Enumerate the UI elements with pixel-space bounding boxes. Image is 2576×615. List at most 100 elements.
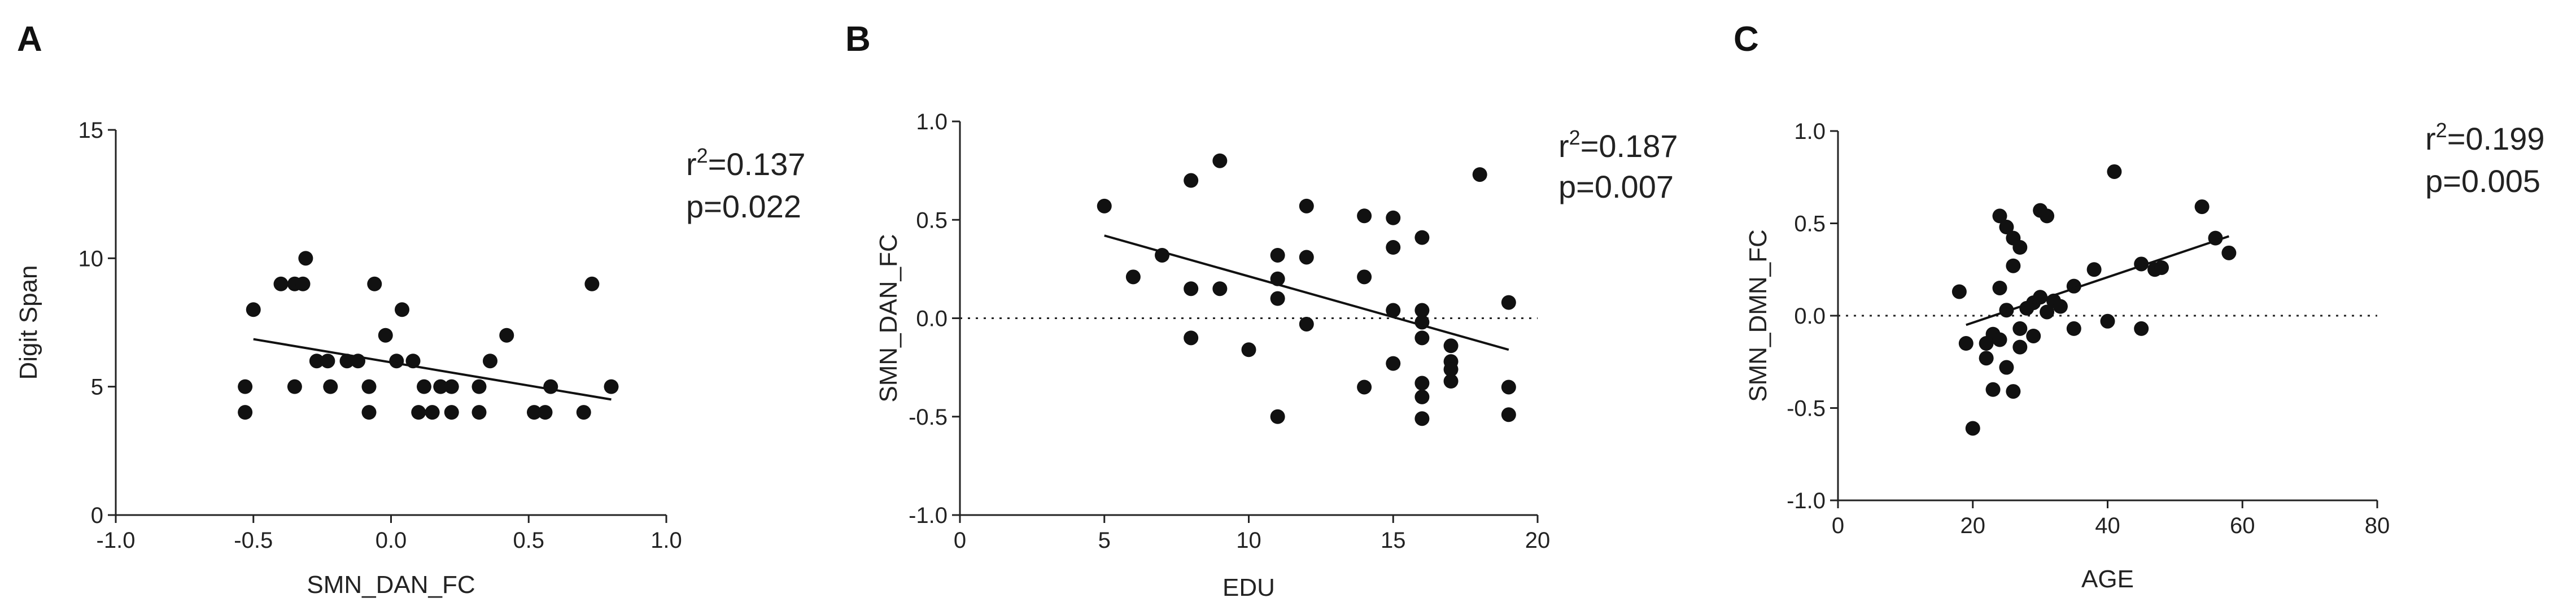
data-point [2040,208,2055,224]
data-point [1299,316,1314,332]
data-point [576,405,591,420]
data-point [1992,332,2007,347]
y-tick-label: 0.0 [1794,304,1826,329]
x-tick-label: 60 [2230,513,2255,538]
data-point [1270,291,1285,306]
y-axis-label: SMN_DMN_FC [1744,229,1772,402]
y-tick-label: -0.5 [1787,396,1826,421]
data-point [367,276,382,291]
x-tick-label: 5 [1098,528,1111,553]
data-point [1965,421,1980,436]
data-point [1979,351,1994,366]
data-point [1184,281,1199,296]
panel-b: B -1.0 -0.5 0.0 0.5 1.0 0 5 10 15 20 EDU SMN_DAN_FC… [845,0,1717,612]
y-tick-label: 15 [78,118,104,143]
data-point [604,379,619,394]
data-point [543,379,558,394]
y-tick-label: 5 [91,375,103,400]
r-squared-label: r2=0.137 [686,144,806,182]
data-point [2026,328,2041,343]
data-point [1414,376,1430,391]
data-point [1501,295,1516,310]
y-tick-label: -0.5 [909,405,948,430]
data-point [323,379,338,394]
y-tick-label: -1.0 [909,503,948,528]
regression-line [253,338,612,401]
data-point [2086,262,2102,277]
data-point [499,328,514,343]
y-tick-label: 0.5 [916,208,948,233]
data-point [1386,210,1401,225]
data-point [444,379,459,394]
data-point [1951,284,1967,299]
data-point [1999,360,2014,375]
x-tick-label: 0 [954,528,966,553]
data-point [1270,247,1285,263]
data-point [417,379,431,394]
data-point [2006,258,2021,273]
data-point [1414,330,1430,346]
y-axis-label: SMN_DAN_FC [875,234,902,402]
y-axis-label: Digit Span [15,265,42,380]
data-point [1386,303,1401,318]
data-point [2012,339,2028,355]
data-point [1270,409,1285,424]
p-value-label: p=0.022 [686,189,801,224]
data-point [2012,240,2028,255]
data-point [2107,164,2122,179]
data-point [1299,250,1314,265]
data-point [2194,199,2210,215]
data-point [2053,299,2068,314]
x-tick-label: 40 [2095,513,2120,538]
data-point [1414,411,1430,426]
data-point [444,405,459,420]
p-value-label: p=0.007 [1558,169,1674,204]
y-tick-label: -1.0 [1787,488,1826,513]
x-tick-label: 1.0 [650,528,682,553]
x-axis-label: AGE [2081,565,2134,593]
data-point [1501,380,1516,395]
data-point [2100,313,2115,329]
x-tick-label: 0 [1832,513,1844,538]
chart-c: -1.0 -0.5 0.0 0.5 1.0 0 20 40 60 80 AGE SMN_DMN_FC r… [1744,119,2545,593]
data-point [471,405,487,420]
data-point [238,405,253,420]
data-point [395,302,409,317]
data-point [1212,281,1228,296]
data-point [1212,153,1228,168]
x-axis-label: SMN_DAN_FC [307,571,475,599]
data-point [538,405,553,420]
x-tick-label: 20 [1525,528,1551,553]
data-point [433,379,448,394]
data-point [238,379,253,394]
data-point [287,379,302,394]
data-point [2006,384,2021,399]
r-squared-label: r2=0.199 [2425,119,2545,156]
data-point [2221,245,2237,260]
data-point [1992,280,2007,295]
data-point [246,302,261,317]
data-point [309,354,324,369]
data-point [1992,208,2007,224]
data-point [1357,269,1372,285]
y-tick-label: 0.0 [916,307,948,332]
panel-label-c: C [1734,20,1759,59]
data-point [2154,260,2169,275]
y-tick-label: 0 [91,503,103,528]
y-tick-label: 0.5 [1794,212,1826,237]
x-tick-label: 15 [1381,528,1406,553]
data-point [339,354,355,369]
data-point [1443,338,1459,354]
x-tick-label: 20 [1961,513,1986,538]
data-point [1501,407,1516,422]
x-tick-label: -0.5 [234,528,273,553]
data-point [295,276,311,291]
data-point [2012,321,2028,336]
data-point [1125,269,1141,285]
panel-a: A 0 5 10 15 -1.0 -0.5 0.0 0.5 1.0 SMN_DAN_FC Digit… [0,0,847,612]
p-value-label: p=0.005 [2425,163,2540,199]
data-point [1386,356,1401,371]
data-point [1184,173,1199,188]
x-tick-label: -1.0 [97,528,136,553]
x-axis-label: EDU [1222,574,1275,601]
